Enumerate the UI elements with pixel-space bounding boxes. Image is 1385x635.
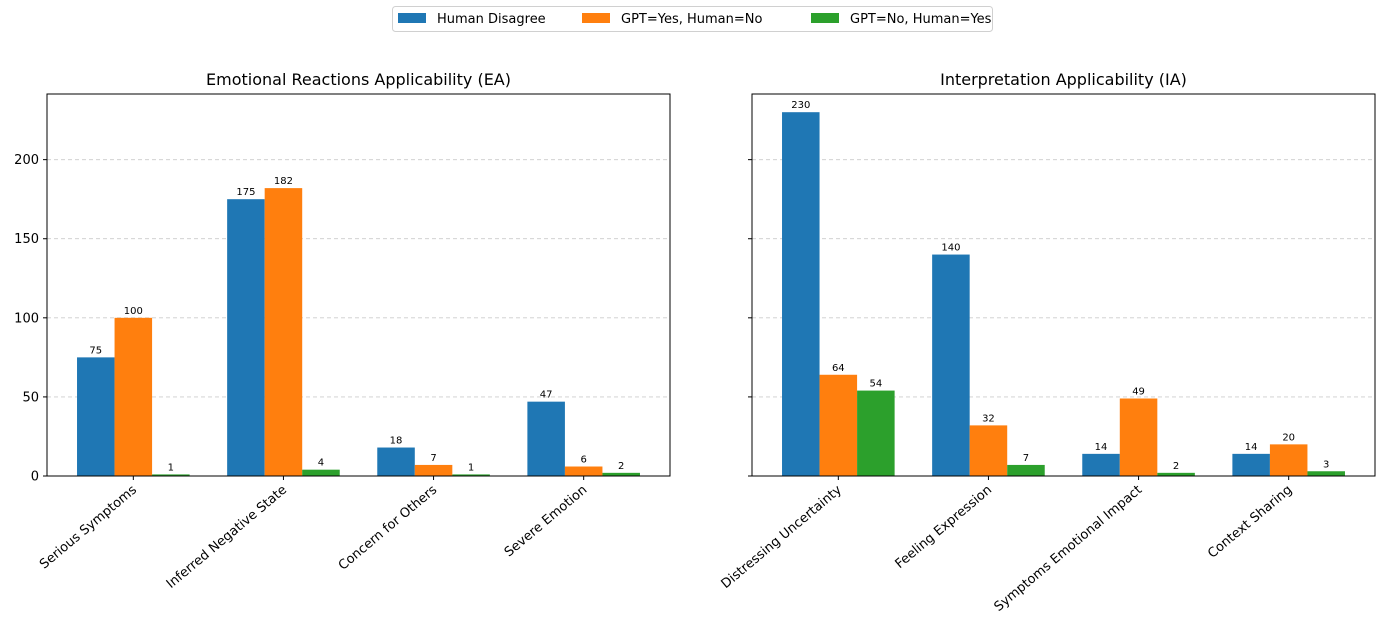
ea-data-label-severe-emotion-gpt-no-human-yes: 2 bbox=[618, 461, 624, 472]
legend-label-gpt-no-human-yes: GPT=No, Human=Yes bbox=[850, 12, 992, 27]
ea-bar-serious-symptoms-human-disagree bbox=[77, 357, 115, 476]
ia-data-label-feeling-expression-gpt-no-human-yes: 7 bbox=[1023, 453, 1029, 464]
ia-xtick-label-distressing-uncertainty: Distressing Uncertainty bbox=[719, 482, 846, 592]
ia-bar-context-sharing-human-disagree bbox=[1232, 453, 1270, 476]
ia-bar-context-sharing-gpt-no-human-yes bbox=[1307, 471, 1345, 476]
ia-data-label-symptoms-emotional-impact-human-disagree: 14 bbox=[1095, 442, 1108, 453]
ea-bar-concern-for-others-human-disagree bbox=[377, 447, 415, 476]
ea-data-label-inferred-negative-state-gpt-yes-human-no: 182 bbox=[274, 176, 293, 187]
ea-bar-severe-emotion-human-disagree bbox=[527, 401, 565, 476]
ea-xtick-label-concern-for-others: Concern for Others bbox=[336, 482, 440, 573]
ia-xtick-label-symptoms-emotional-impact: Symptoms Emotional Impact bbox=[992, 483, 1146, 615]
ea-ytick-label-0: 0 bbox=[31, 470, 39, 485]
ea-bar-serious-symptoms-gpt-yes-human-no bbox=[114, 317, 153, 476]
panel-ia: 230 140 14 14 64 32 49 20 54 7 2 3 Distressing Uncer… bbox=[719, 70, 1376, 615]
legend-frame bbox=[392, 6, 993, 32]
legend-swatch-gpt-no-human-yes bbox=[811, 13, 839, 23]
legend: Human Disagree GPT=Yes, Human=No GPT=No, H… bbox=[392, 6, 993, 32]
ia-axes-frame bbox=[751, 93, 1376, 477]
ea-chart-title: Emotional Reactions Applicability (EA) bbox=[206, 70, 511, 89]
ea-data-label-serious-symptoms-gpt-yes-human-no: 100 bbox=[124, 306, 143, 317]
ia-data-label-symptoms-emotional-impact-gpt-yes-human-no: 49 bbox=[1132, 386, 1145, 397]
ea-bar-inferred-negative-state-gpt-no-human-yes bbox=[302, 469, 340, 476]
ia-data-label-context-sharing-gpt-no-human-yes: 3 bbox=[1323, 459, 1329, 470]
ea-ytick-label-50: 50 bbox=[22, 390, 39, 405]
ea-data-label-serious-symptoms-human-disagree: 75 bbox=[89, 345, 102, 356]
ea-axes-frame bbox=[46, 93, 671, 477]
ia-data-label-distressing-uncertainty-gpt-yes-human-no: 64 bbox=[832, 363, 845, 374]
ea-data-label-inferred-negative-state-human-disagree: 175 bbox=[236, 187, 255, 198]
ea-ytick-label-150: 150 bbox=[14, 232, 39, 247]
ia-data-label-distressing-uncertainty-human-disagree: 230 bbox=[791, 100, 810, 111]
ia-bar-distressing-uncertainty-gpt-no-human-yes bbox=[857, 390, 895, 476]
ea-data-label-serious-symptoms-gpt-no-human-yes: 1 bbox=[168, 462, 174, 473]
ia-bar-distressing-uncertainty-human-disagree bbox=[782, 112, 820, 476]
ea-bar-concern-for-others-gpt-yes-human-no bbox=[414, 464, 453, 476]
ea-data-label-severe-emotion-gpt-yes-human-no: 6 bbox=[580, 455, 586, 466]
ea-xtick-label-serious-symptoms: Serious Symptoms bbox=[37, 482, 140, 572]
ia-bar-symptoms-emotional-impact-gpt-yes-human-no bbox=[1119, 398, 1158, 476]
ea-bar-inferred-negative-state-human-disagree bbox=[227, 199, 265, 476]
legend-swatch-gpt-yes-human-no bbox=[582, 13, 610, 23]
legend-label-gpt-yes-human-no: GPT=Yes, Human=No bbox=[621, 12, 762, 27]
ia-data-label-distressing-uncertainty-gpt-no-human-yes: 54 bbox=[869, 379, 882, 390]
panel-ea: 75 175 18 47 100 182 7 6 1 4 1 2 0 50 100 150 200 Serious… bbox=[14, 70, 671, 592]
ia-data-label-context-sharing-human-disagree: 14 bbox=[1245, 442, 1258, 453]
ia-bar-feeling-expression-gpt-no-human-yes bbox=[1007, 464, 1045, 476]
ia-xtick-label-feeling-expression: Feeling Expression bbox=[893, 483, 995, 572]
ia-bar-feeling-expression-gpt-yes-human-no bbox=[969, 425, 1008, 476]
ea-data-label-concern-for-others-gpt-no-human-yes: 1 bbox=[468, 462, 474, 473]
ia-data-label-symptoms-emotional-impact-gpt-no-human-yes: 2 bbox=[1173, 461, 1179, 472]
ea-data-label-inferred-negative-state-gpt-no-human-yes: 4 bbox=[318, 458, 324, 469]
ea-data-label-severe-emotion-human-disagree: 47 bbox=[540, 390, 553, 401]
ea-bar-serious-symptoms-gpt-no-human-yes bbox=[152, 474, 190, 476]
ea-bar-severe-emotion-gpt-yes-human-no bbox=[564, 466, 603, 476]
ia-bar-symptoms-emotional-impact-gpt-no-human-yes bbox=[1157, 472, 1195, 476]
ea-bar-inferred-negative-state-gpt-yes-human-no bbox=[264, 188, 303, 476]
ia-data-label-context-sharing-gpt-yes-human-no: 20 bbox=[1282, 432, 1295, 443]
ia-bar-distressing-uncertainty-gpt-yes-human-no bbox=[819, 374, 858, 476]
ea-bar-severe-emotion-gpt-no-human-yes bbox=[602, 472, 640, 476]
ea-data-label-concern-for-others-human-disagree: 18 bbox=[390, 436, 403, 447]
ia-data-label-feeling-expression-gpt-yes-human-no: 32 bbox=[982, 413, 995, 424]
ea-xtick-label-inferred-negative-state: Inferred Negative State bbox=[164, 483, 290, 592]
legend-label-human-disagree: Human Disagree bbox=[437, 12, 546, 27]
ia-bar-feeling-expression-human-disagree bbox=[932, 254, 970, 476]
ia-bar-context-sharing-gpt-yes-human-no bbox=[1269, 444, 1308, 476]
ea-xtick-label-severe-emotion: Severe Emotion bbox=[502, 483, 590, 561]
ea-ytick-label-200: 200 bbox=[14, 153, 39, 168]
ea-bar-concern-for-others-gpt-no-human-yes bbox=[452, 474, 490, 476]
ea-ytick-label-100: 100 bbox=[14, 311, 39, 326]
ia-xtick-label-context-sharing: Context Sharing bbox=[1205, 483, 1295, 562]
ia-bar-symptoms-emotional-impact-human-disagree bbox=[1082, 453, 1120, 476]
legend-swatch-human-disagree bbox=[398, 13, 426, 23]
ia-chart-title: Interpretation Applicability (IA) bbox=[940, 70, 1187, 89]
ea-data-label-concern-for-others-gpt-yes-human-no: 7 bbox=[430, 453, 436, 464]
ia-data-label-feeling-expression-human-disagree: 140 bbox=[941, 243, 960, 254]
